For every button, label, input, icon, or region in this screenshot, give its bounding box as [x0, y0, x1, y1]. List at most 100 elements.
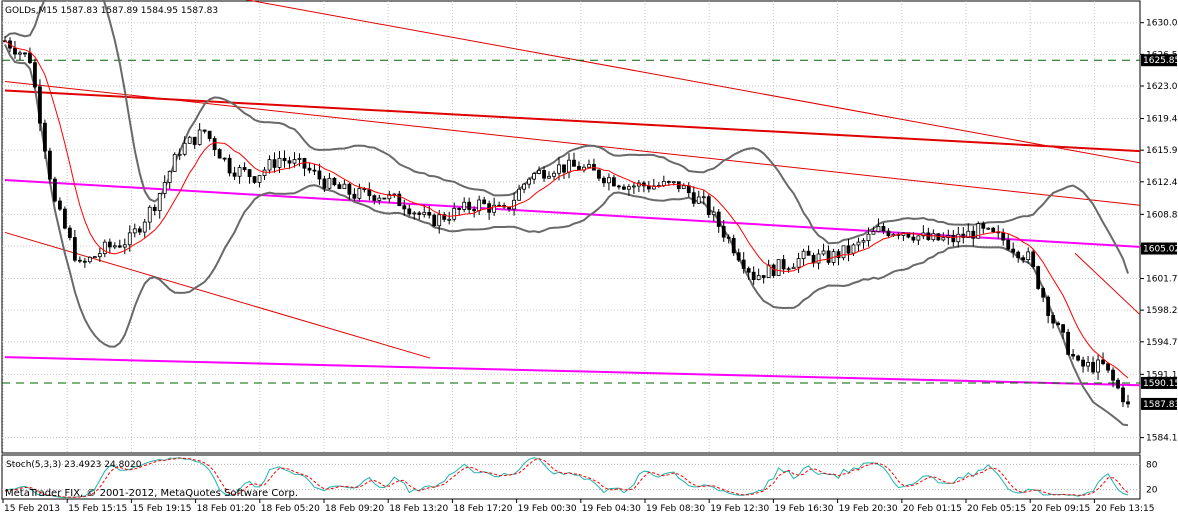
copyright: MetaTrader FIX, © 2001-2012, MetaQuotes … — [5, 488, 298, 499]
x-tick-label: 18 Feb 09:20 — [325, 504, 384, 514]
candle — [861, 238, 866, 249]
candle-body — [247, 169, 252, 178]
candle — [137, 226, 142, 235]
candle-body — [33, 62, 37, 88]
candle-body — [122, 244, 127, 248]
candle — [67, 225, 72, 241]
candle-body — [207, 130, 212, 139]
candle — [322, 175, 327, 193]
candle-body — [432, 214, 437, 227]
candle-body — [1066, 331, 1071, 355]
candle — [287, 156, 292, 169]
candle-body — [976, 223, 981, 239]
candle-body — [876, 226, 881, 232]
candle-body — [951, 235, 956, 243]
candle-body — [252, 176, 257, 183]
candle-body — [796, 258, 801, 268]
candle — [407, 204, 412, 217]
candle — [1121, 385, 1125, 408]
candle — [771, 263, 776, 278]
candle-body — [427, 211, 432, 216]
candle-body — [72, 237, 77, 261]
trend-lines[interactable] — [4, 0, 1141, 387]
candle — [991, 227, 996, 233]
candle — [242, 162, 247, 172]
candle-body — [77, 259, 82, 262]
candle — [1126, 394, 1130, 408]
candle — [681, 183, 686, 189]
candle-body — [607, 177, 611, 184]
candle — [462, 197, 467, 213]
candle-body — [412, 212, 417, 215]
candle — [202, 129, 207, 134]
candle-body — [826, 250, 831, 263]
candle — [701, 190, 706, 205]
candle-body — [262, 169, 267, 176]
candle — [87, 256, 92, 264]
candle-body — [367, 189, 372, 197]
y-tick-label: 1598.20 — [1146, 306, 1178, 316]
candle — [457, 207, 462, 216]
candle-body — [422, 211, 427, 215]
candle-body — [706, 196, 711, 216]
candle — [237, 164, 242, 184]
candle — [122, 238, 127, 255]
horizontal-lines[interactable] — [2, 59, 1140, 384]
candle-body — [1096, 359, 1100, 373]
candle — [716, 208, 721, 233]
candle-body — [646, 185, 651, 190]
candle — [147, 205, 152, 230]
candle — [836, 249, 841, 266]
price-label-box — [1141, 376, 1177, 389]
candle — [761, 275, 766, 284]
candle — [442, 211, 447, 223]
candle-body — [347, 183, 352, 195]
candle — [721, 219, 726, 242]
candle — [102, 239, 107, 258]
stoch-label: Stoch(5,3,3) 23.4923 24.8020 — [6, 460, 142, 470]
candle — [1111, 367, 1115, 388]
candle — [107, 238, 112, 254]
candle-body — [1071, 353, 1075, 357]
candle-body — [417, 212, 422, 215]
candle-body — [67, 227, 72, 238]
candle-body — [137, 228, 142, 233]
candle — [1041, 286, 1046, 302]
candle — [267, 155, 272, 174]
candle — [856, 237, 861, 252]
candle-body — [142, 221, 147, 233]
candle-body — [292, 159, 297, 164]
candle-body — [836, 251, 841, 259]
candle-body — [786, 268, 791, 271]
x-tick-label: 20 Feb 13:15 — [1095, 504, 1154, 514]
y-tick-label: 1591.10 — [1146, 370, 1178, 380]
x-tick-label: 15 Feb 19:15 — [132, 504, 191, 514]
candle-body — [477, 199, 482, 212]
candle-body — [691, 192, 696, 204]
candle — [1061, 323, 1066, 339]
candle — [1046, 295, 1051, 324]
candle — [1006, 234, 1011, 251]
candle — [33, 58, 37, 89]
candle-body — [771, 264, 776, 276]
candle-body — [1016, 251, 1021, 259]
candle-body — [562, 164, 566, 173]
price-label: 1605.02 — [1143, 245, 1178, 255]
candle-body — [572, 159, 576, 167]
candle-body — [597, 169, 601, 179]
candle — [307, 162, 312, 174]
y-tick-label: 1615.90 — [1146, 146, 1178, 156]
candle-body — [162, 182, 167, 194]
candle — [981, 221, 986, 234]
candle-body — [322, 178, 327, 189]
candle-body — [686, 185, 691, 194]
candle-body — [28, 52, 32, 64]
candle-body — [1106, 363, 1110, 371]
candle-body — [552, 172, 556, 177]
candle — [846, 239, 851, 262]
candle — [77, 256, 82, 264]
candle-body — [277, 157, 282, 168]
candle — [597, 169, 601, 181]
